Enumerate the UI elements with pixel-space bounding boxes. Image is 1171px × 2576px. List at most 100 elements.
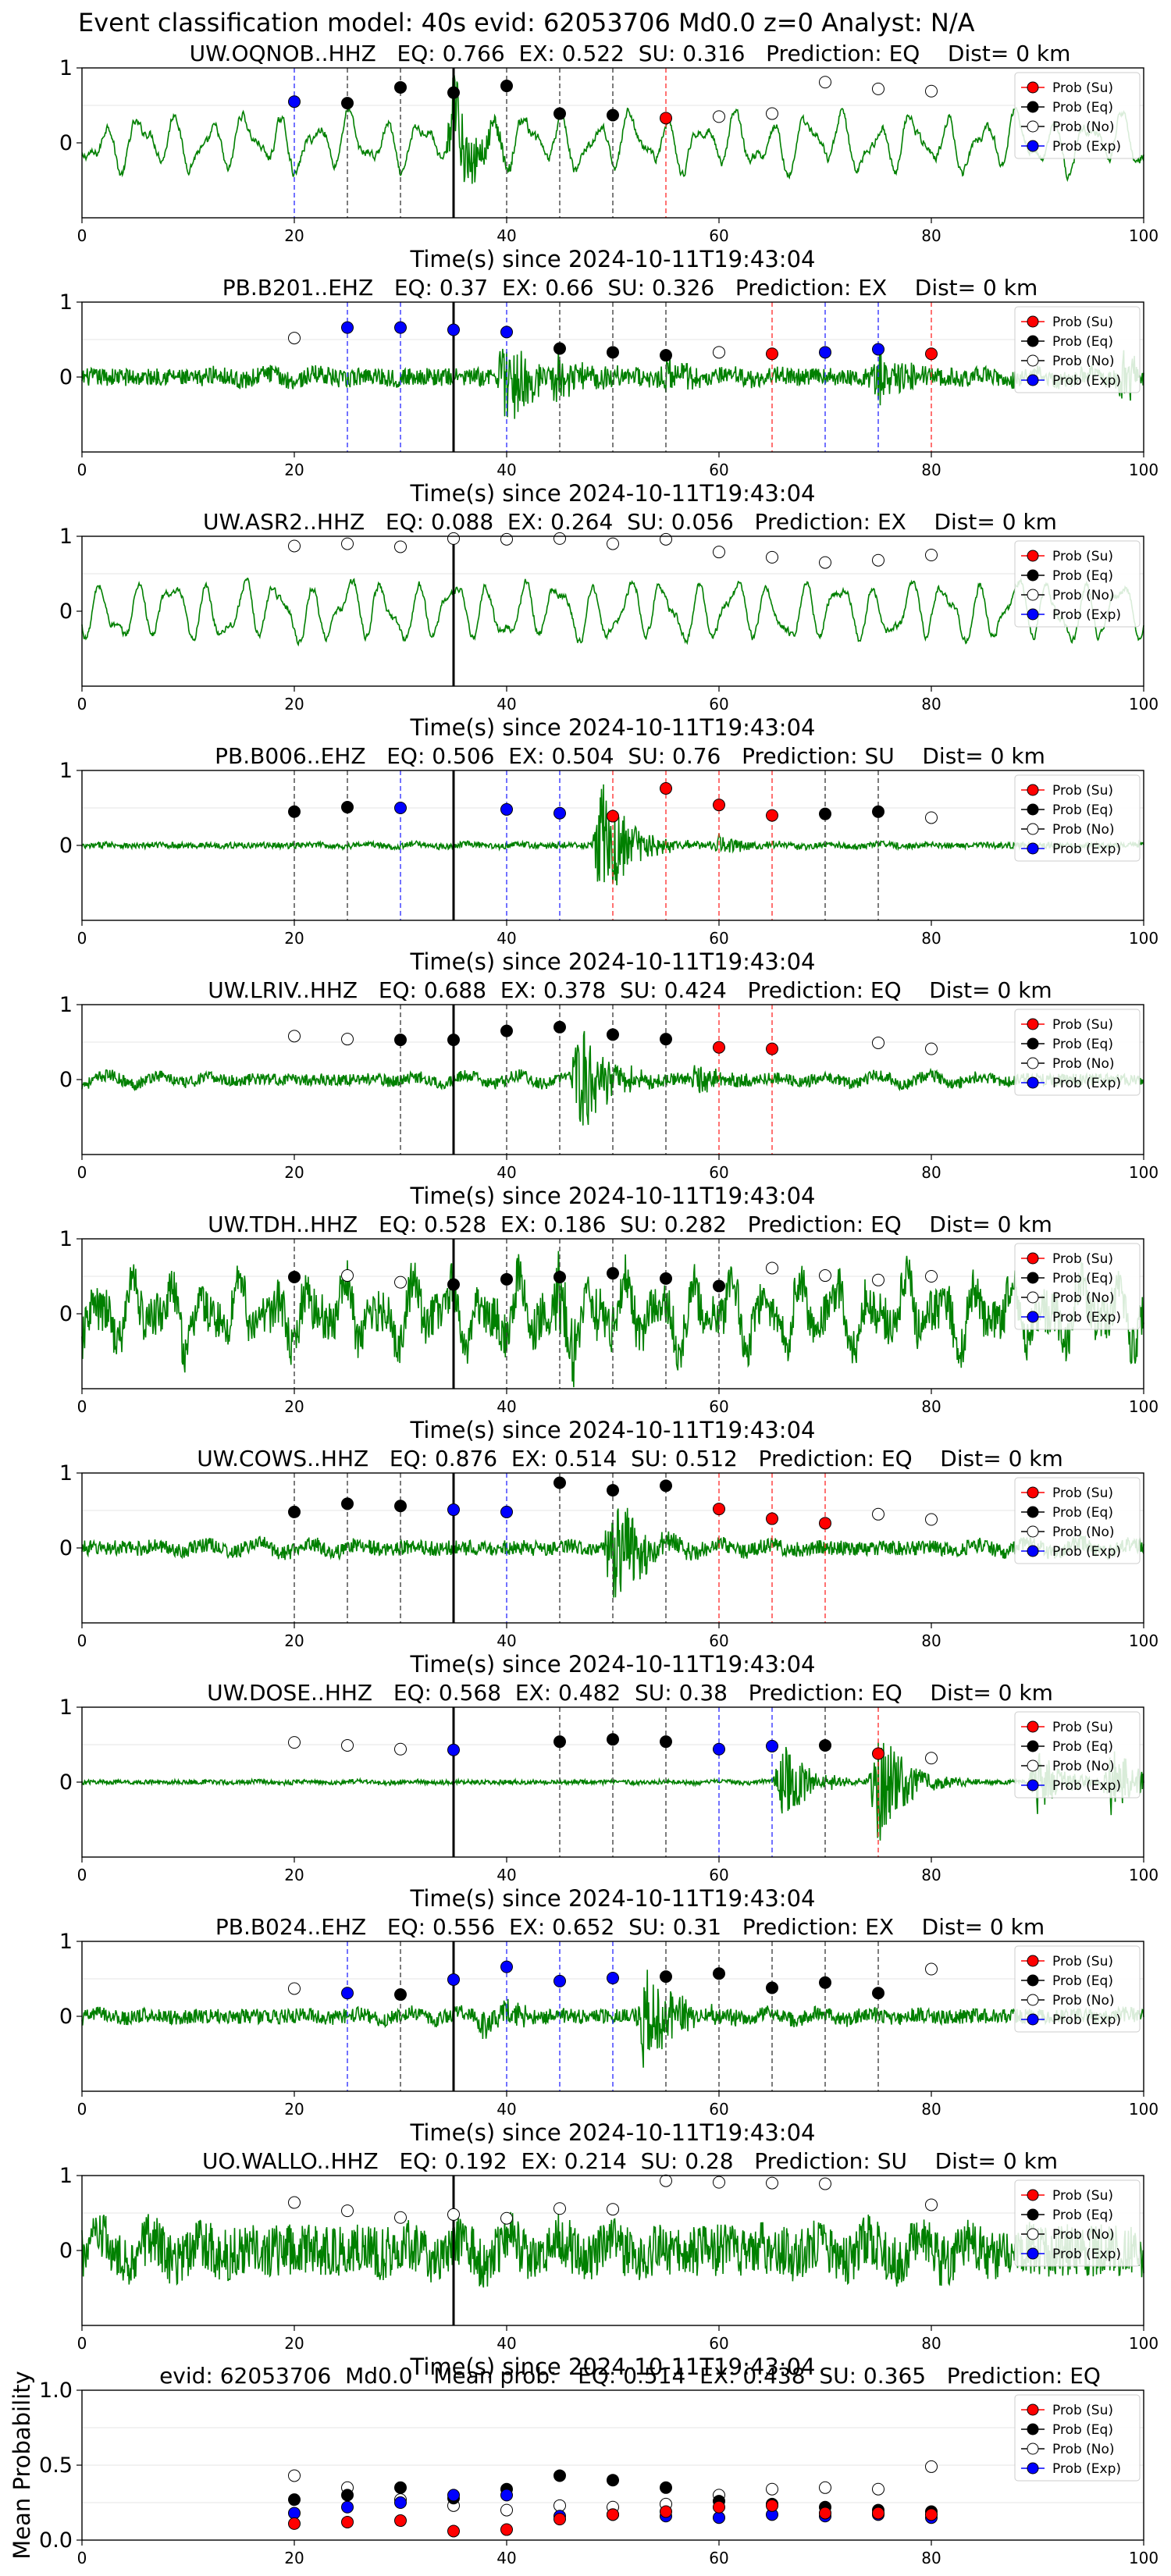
legend-marker-exp xyxy=(1027,2462,1039,2475)
x-tick-label: 20 xyxy=(284,1866,304,1884)
legend-label: Prob (Su) xyxy=(1052,1251,1113,1267)
prob-point-eq xyxy=(713,1967,725,1980)
y-tick-label: 1 xyxy=(59,290,73,315)
legend-box xyxy=(1014,1009,1141,1096)
prob-point-no xyxy=(500,2503,513,2517)
x-axis-label: Time(s) since 2024-10-11T19:43:04 xyxy=(410,1417,816,1443)
legend-label: Prob (Su) xyxy=(1052,1954,1113,1969)
legend-label: Prob (Su) xyxy=(1052,783,1113,799)
prob-point-no xyxy=(925,2198,938,2211)
prob-point-no xyxy=(500,532,513,546)
panel-title: UW.COWS..HHZ EQ: 0.876 EX: 0.514 SU: 0.5… xyxy=(197,1446,1063,1471)
panel-title: UW.LRIV..HHZ EQ: 0.688 EX: 0.378 SU: 0.4… xyxy=(208,977,1052,1003)
prob-point-eq xyxy=(660,349,672,362)
legend-marker-su xyxy=(1027,1252,1039,1265)
prob-point-su xyxy=(607,809,619,823)
x-axis-label: Time(s) since 2024-10-11T19:43:04 xyxy=(410,2119,816,2146)
prob-point-eq xyxy=(553,107,566,120)
prob-point-su xyxy=(553,2513,566,2526)
prob-point-eq xyxy=(553,1735,566,1749)
x-tick-label: 0 xyxy=(77,2549,87,2567)
x-tick-label: 80 xyxy=(921,2549,941,2567)
x-axis-label: Time(s) since 2024-10-11T19:43:04 xyxy=(410,1885,816,1912)
x-tick-label: 40 xyxy=(497,2549,516,2567)
prob-point-exp xyxy=(500,326,513,339)
prob-point-su xyxy=(766,809,778,822)
prob-point-no xyxy=(394,540,407,553)
y-tick-label: 1 xyxy=(59,1461,73,1485)
prob-point-no xyxy=(925,1962,938,1976)
legend-box xyxy=(1014,540,1141,628)
prob-point-su xyxy=(925,347,938,361)
prob-point-eq xyxy=(607,1484,619,1497)
panel-title: PB.B006..EHZ EQ: 0.506 EX: 0.504 SU: 0.7… xyxy=(215,743,1045,769)
prob-point-exp xyxy=(394,321,407,334)
legend-label: Prob (Eq) xyxy=(1052,1739,1113,1755)
legend-label: Prob (Exp) xyxy=(1052,607,1121,623)
legend-label: Prob (Su) xyxy=(1052,80,1113,96)
legend-marker-no xyxy=(1027,1525,1039,1538)
legend-label: Prob (No) xyxy=(1052,588,1115,603)
x-tick-label: 20 xyxy=(284,1631,304,1650)
legend-label: Prob (No) xyxy=(1052,2227,1115,2243)
y-tick-label: 0 xyxy=(59,365,73,390)
prob-point-no xyxy=(288,1982,301,1995)
legend-marker-exp xyxy=(1027,2013,1039,2026)
prob-point-no xyxy=(288,539,301,553)
x-tick-label: 60 xyxy=(709,1631,728,1650)
prob-point-su xyxy=(660,112,672,125)
prob-point-eq xyxy=(872,1987,884,2000)
prob-point-no xyxy=(341,2204,354,2218)
panel-title: PB.B024..EHZ EQ: 0.556 EX: 0.652 SU: 0.3… xyxy=(215,1914,1045,1940)
prob-point-no xyxy=(713,2176,725,2189)
legend-marker-exp xyxy=(1027,608,1039,621)
legend-box xyxy=(1014,774,1141,862)
waveform-trace xyxy=(81,1251,1144,1388)
legend-label: Prob (No) xyxy=(1052,119,1115,135)
x-tick-label: 60 xyxy=(709,2100,728,2119)
prob-point-exp xyxy=(500,802,513,816)
x-tick-label: 60 xyxy=(709,226,728,245)
prob-point-no xyxy=(872,1036,884,1049)
legend-marker-exp xyxy=(1027,1545,1039,1557)
legend-label: Prob (Eq) xyxy=(1052,1037,1113,1052)
y-tick-label: 1 xyxy=(59,56,73,80)
x-tick-label: 100 xyxy=(1129,2100,1159,2119)
legend-marker-eq xyxy=(1027,1037,1039,1050)
legend-marker-eq xyxy=(1027,569,1039,582)
prob-point-no xyxy=(394,1276,407,1289)
x-tick-label: 40 xyxy=(497,461,516,479)
x-tick-label: 100 xyxy=(1129,1866,1159,1884)
prob-point-eq xyxy=(394,1500,407,1513)
legend-marker-no xyxy=(1027,823,1039,835)
prob-point-exp xyxy=(553,806,566,820)
prob-point-eq xyxy=(553,2469,566,2482)
prob-point-no xyxy=(341,537,354,550)
panel-title: UW.OQNOB..HHZ EQ: 0.766 EX: 0.522 SU: 0.… xyxy=(190,41,1071,66)
legend-label: Prob (No) xyxy=(1052,2442,1115,2457)
y-tick-label: 0 xyxy=(59,1770,73,1795)
x-tick-label: 0 xyxy=(77,1397,87,1416)
waveform-trace xyxy=(81,2211,1144,2288)
x-tick-label: 40 xyxy=(497,2100,516,2119)
legend: Prob (Su) Prob (Eq) Prob (No) Prob (Exp) xyxy=(1014,1009,1141,1096)
panel-9: 0 20 40 60 80 100 1 0 PB.B024..EHZ EQ: 0.556 EX:… xyxy=(59,1914,1159,2146)
x-tick-label: 20 xyxy=(284,2334,304,2353)
x-tick-label: 80 xyxy=(921,695,941,713)
legend-label: Prob (Su) xyxy=(1052,2403,1113,2418)
prob-point-exp xyxy=(341,321,354,334)
prob-point-no xyxy=(766,2176,778,2190)
prob-point-eq xyxy=(819,807,831,820)
x-tick-label: 100 xyxy=(1129,2334,1159,2353)
x-tick-label: 0 xyxy=(77,461,87,479)
panel-1: 0 20 40 60 80 100 1 0 UW.OQNOB..HHZ EQ: 0.766 EX… xyxy=(59,41,1159,272)
legend-label: Prob (Eq) xyxy=(1052,568,1113,584)
x-tick-label: 60 xyxy=(709,2549,728,2567)
prob-point-exp xyxy=(819,346,831,359)
x-tick-label: 40 xyxy=(497,929,516,948)
prob-point-no xyxy=(925,1042,938,1055)
legend-marker-eq xyxy=(1027,101,1039,113)
prob-point-su xyxy=(660,782,672,795)
y-tick-label: 1 xyxy=(59,1930,73,1954)
x-tick-label: 80 xyxy=(921,2100,941,2119)
